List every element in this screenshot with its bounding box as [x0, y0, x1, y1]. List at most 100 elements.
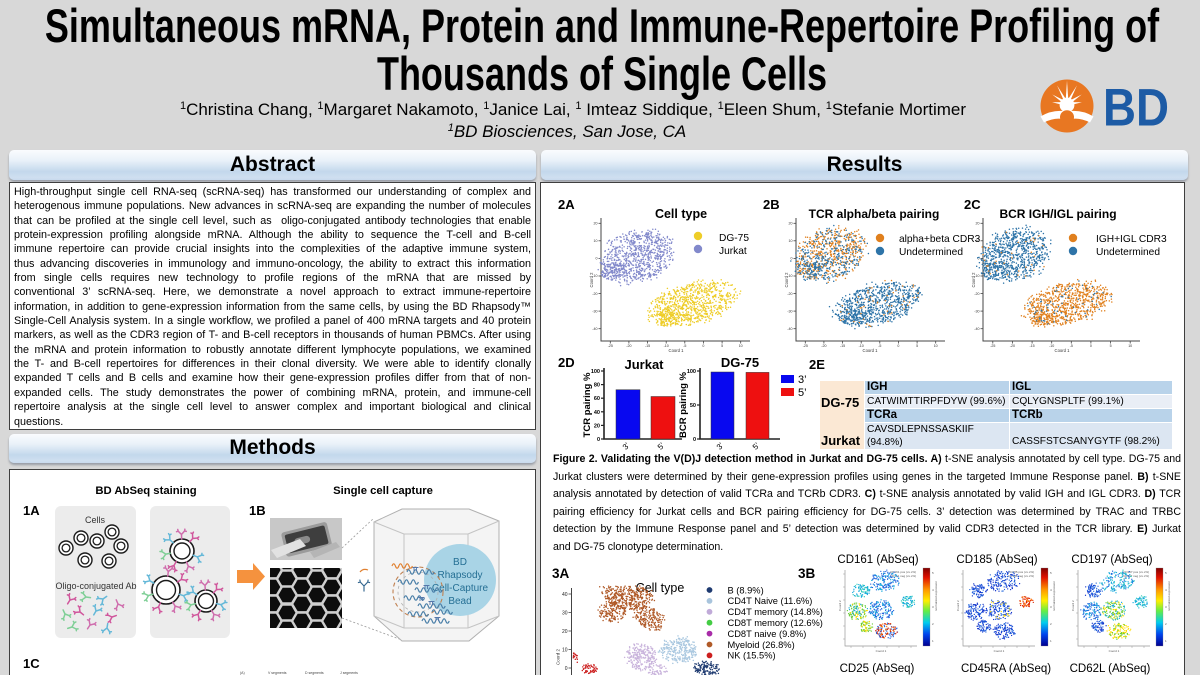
- svg-text:3’: 3’: [715, 441, 726, 452]
- svg-text:-30: -30: [592, 309, 597, 313]
- svg-text:60: 60: [594, 396, 600, 402]
- svg-text:CD185 (AbSeq): CD185 (AbSeq): [956, 554, 1037, 566]
- svg-text:-20: -20: [592, 292, 597, 296]
- svg-text:CD161 pos (xx.x%): CD161 pos (xx.x%): [890, 570, 916, 574]
- svg-text:-10: -10: [1049, 344, 1054, 348]
- svg-text:10: 10: [1128, 344, 1132, 348]
- svg-text:Coord 2: Coord 2: [556, 648, 561, 665]
- svg-text:(A): (A): [240, 671, 245, 675]
- svg-text:10: 10: [739, 344, 743, 348]
- svg-text:Coord 1: Coord 1: [994, 649, 1005, 653]
- svg-text:-10: -10: [787, 274, 792, 278]
- svg-text:-15: -15: [840, 344, 845, 348]
- svg-text:D segments: D segments: [305, 671, 324, 675]
- svg-text:CD62L (AbSeq): CD62L (AbSeq): [1070, 663, 1151, 675]
- svg-text:Undetermined: Undetermined: [1096, 247, 1160, 258]
- svg-text:0: 0: [596, 257, 598, 261]
- svg-text:CD8T naive (9.8%): CD8T naive (9.8%): [728, 629, 807, 639]
- svg-text:CD4T memory (14.8%): CD4T memory (14.8%): [728, 607, 823, 617]
- svg-text:Single cell capture: Single cell capture: [333, 485, 433, 497]
- svg-text:5: 5: [1050, 571, 1052, 575]
- svg-text:Jurkat: Jurkat: [719, 246, 747, 257]
- svg-text:5’: 5’: [751, 441, 762, 452]
- svg-text:10: 10: [594, 239, 598, 243]
- svg-text:4: 4: [1050, 588, 1052, 592]
- svg-text:-40: -40: [592, 327, 597, 331]
- svg-text:0: 0: [693, 437, 696, 443]
- svg-text:5: 5: [1110, 344, 1112, 348]
- svg-text:3A: 3A: [552, 566, 570, 581]
- svg-text:Coord 2: Coord 2: [1071, 600, 1075, 611]
- svg-text:5’: 5’: [656, 441, 667, 452]
- svg-text:10: 10: [934, 344, 938, 348]
- svg-text:-40: -40: [787, 327, 792, 331]
- svg-text:BCR pairing %: BCR pairing %: [678, 371, 689, 438]
- svg-text:5: 5: [916, 344, 918, 348]
- svg-text:BD: BD: [453, 557, 467, 568]
- svg-text:1: 1: [1165, 639, 1167, 643]
- svg-text:1B: 1B: [249, 503, 266, 518]
- svg-text:-15: -15: [645, 344, 650, 348]
- svg-text:Myeloid (26.8%): Myeloid (26.8%): [728, 640, 795, 650]
- svg-text:alpha+beta CDR3: alpha+beta CDR3: [899, 234, 981, 245]
- svg-text:Coord 1: Coord 1: [863, 348, 879, 353]
- svg-text:CD45RA (AbSeq): CD45RA (AbSeq): [961, 663, 1051, 675]
- svg-text:Cell type: Cell type: [636, 581, 685, 595]
- svg-text:20: 20: [594, 423, 600, 429]
- svg-text:CD197 neg (xx.x%): CD197 neg (xx.x%): [1123, 574, 1149, 578]
- svg-text:2: 2: [1165, 622, 1167, 626]
- svg-text:0: 0: [978, 257, 980, 261]
- svg-text:-10: -10: [592, 274, 597, 278]
- svg-text:TCR pairing %: TCR pairing %: [582, 372, 593, 437]
- svg-text:5: 5: [932, 571, 934, 575]
- svg-text:normalized expression: normalized expression: [1167, 581, 1171, 611]
- svg-text:30: 30: [562, 611, 568, 617]
- svg-text:CD197 pos (xx.x%): CD197 pos (xx.x%): [1123, 570, 1149, 574]
- svg-text:Bead: Bead: [448, 596, 471, 607]
- svg-text:-10: -10: [859, 344, 864, 348]
- svg-text:40: 40: [594, 410, 600, 416]
- svg-text:10: 10: [562, 648, 568, 654]
- svg-text:TCR alpha/beta pairing: TCR alpha/beta pairing: [809, 207, 940, 221]
- svg-text:2: 2: [932, 622, 934, 626]
- svg-text:-20: -20: [1010, 344, 1015, 348]
- svg-text:3’: 3’: [621, 441, 632, 452]
- svg-text:Coord 1: Coord 1: [669, 348, 685, 353]
- svg-text:Jurkat: Jurkat: [624, 357, 664, 372]
- svg-text:10: 10: [789, 239, 793, 243]
- svg-text:Rhapsody: Rhapsody: [437, 570, 482, 581]
- svg-text:CD4T Naive (11.6%): CD4T Naive (11.6%): [728, 596, 813, 606]
- svg-text:20: 20: [594, 222, 598, 226]
- svg-text:-25: -25: [990, 344, 995, 348]
- svg-text:1: 1: [1050, 639, 1052, 643]
- svg-text:CD8T memory (12.6%): CD8T memory (12.6%): [728, 618, 823, 628]
- svg-text:3: 3: [1165, 605, 1167, 609]
- svg-text:100: 100: [591, 369, 600, 375]
- svg-text:BD: BD: [1103, 79, 1169, 138]
- svg-text:3: 3: [1050, 605, 1052, 609]
- svg-text:20: 20: [976, 222, 980, 226]
- svg-text:CD161 neg (xx.x%): CD161 neg (xx.x%): [890, 574, 916, 578]
- svg-text:100: 100: [687, 369, 696, 375]
- svg-text:-20: -20: [974, 292, 979, 296]
- svg-text:-5: -5: [1070, 344, 1073, 348]
- svg-text:2E: 2E: [809, 357, 825, 372]
- svg-text:3: 3: [932, 605, 934, 609]
- svg-text:Coord 2: Coord 2: [784, 272, 789, 288]
- svg-text:-10: -10: [664, 344, 669, 348]
- svg-text:-5: -5: [683, 344, 686, 348]
- svg-text:BCR IGH/IGL pairing: BCR IGH/IGL pairing: [999, 207, 1116, 221]
- svg-text:CD197 (AbSeq): CD197 (AbSeq): [1071, 554, 1152, 566]
- svg-text:2: 2: [1050, 622, 1052, 626]
- svg-text:Cell type: Cell type: [655, 207, 707, 221]
- svg-text:20: 20: [562, 629, 568, 635]
- svg-text:2A: 2A: [558, 197, 575, 212]
- svg-text:normalized expression: normalized expression: [1052, 581, 1056, 611]
- svg-text:2B: 2B: [763, 197, 780, 212]
- svg-text:Undetermined: Undetermined: [899, 247, 963, 258]
- svg-text:Oligo-conjugated Ab: Oligo-conjugated Ab: [55, 581, 136, 591]
- svg-text:-10: -10: [974, 274, 979, 278]
- svg-text:3B: 3B: [798, 566, 816, 581]
- svg-text:-30: -30: [974, 309, 979, 313]
- svg-text:Coord 2: Coord 2: [589, 272, 594, 288]
